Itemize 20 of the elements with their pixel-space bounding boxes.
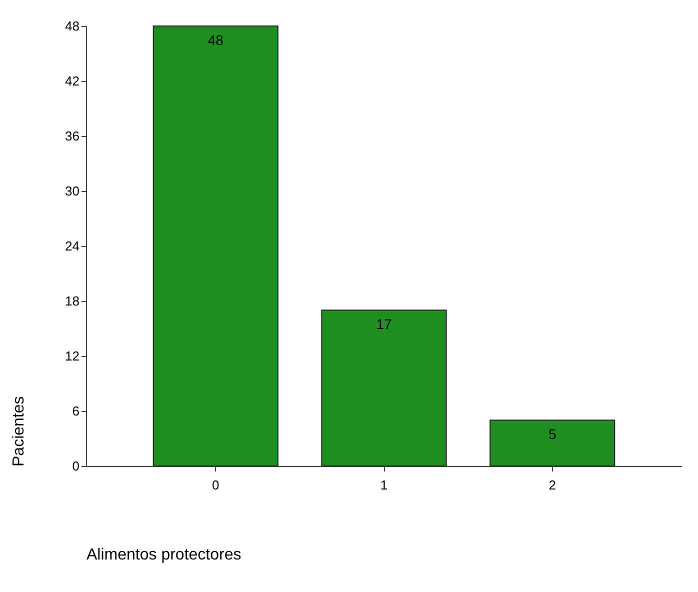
data-label: 48 xyxy=(208,32,224,48)
y-tick-label: 30 xyxy=(65,184,80,198)
bar xyxy=(321,310,447,466)
y-axis-title: Pacientes xyxy=(10,396,28,466)
y-tick-label: 18 xyxy=(65,294,80,308)
y-tick-label: 36 xyxy=(65,128,80,144)
bar xyxy=(490,420,616,466)
x-tick-label: 1 xyxy=(380,478,388,492)
x-tick-label: 2 xyxy=(548,478,556,492)
x-tick-label: 0 xyxy=(212,478,220,492)
y-tick-label: 0 xyxy=(72,458,80,474)
bar xyxy=(152,26,278,466)
y-tick-label: 48 xyxy=(65,18,80,34)
x-axis-title: Alimentos protectores xyxy=(86,546,242,564)
y-tick-label: 42 xyxy=(65,74,80,88)
y-tick-label: 24 xyxy=(65,238,80,254)
data-label: 5 xyxy=(548,426,556,442)
y-tick-label: 6 xyxy=(72,404,80,418)
y-tick-label: 12 xyxy=(65,348,80,364)
data-label: 17 xyxy=(376,316,392,332)
